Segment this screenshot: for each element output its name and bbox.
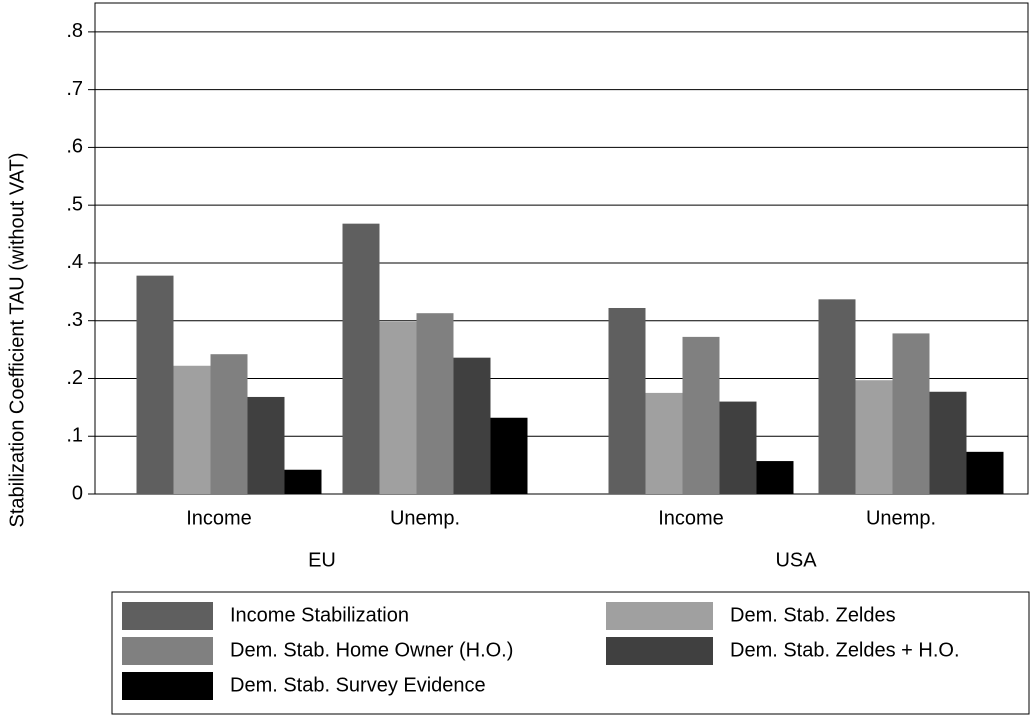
legend-frame: [111, 591, 1030, 715]
legend-swatch: [122, 602, 213, 630]
bar: [284, 469, 322, 494]
bar: [379, 321, 417, 494]
bar: [929, 391, 967, 494]
bar: [608, 307, 646, 494]
y-tick-label: .4: [66, 251, 83, 273]
bar: [645, 392, 683, 494]
plot-frame: [94, 2, 1029, 495]
bar: [453, 357, 491, 494]
legend-label: Income Stabilization: [230, 604, 409, 626]
bar: [416, 313, 454, 494]
bar: [892, 333, 930, 494]
legend-label: Dem. Stab. Survey Evidence: [230, 674, 486, 696]
bar: [818, 299, 856, 494]
bar: [136, 275, 174, 494]
bar: [966, 451, 1004, 494]
legend-swatch: [606, 637, 713, 665]
y-tick-label: .3: [66, 309, 83, 331]
bar: [173, 365, 211, 494]
bar: [756, 461, 794, 494]
y-tick-label: .1: [66, 425, 83, 447]
bar: [719, 401, 757, 494]
y-tick-label: .2: [66, 367, 83, 389]
bar: [682, 336, 720, 494]
group-label: EU: [308, 549, 336, 571]
legend-label: Dem. Stab. Zeldes: [730, 604, 896, 626]
x-tick-label: Income: [658, 507, 724, 529]
group-label: USA: [775, 549, 817, 571]
bar: [247, 396, 285, 494]
legend-swatch: [122, 637, 213, 665]
legend-label: Dem. Stab. Home Owner (H.O.): [230, 639, 513, 661]
x-tick-label: Unemp.: [390, 507, 460, 529]
y-tick-label: .5: [66, 193, 83, 215]
y-tick-label: .7: [66, 78, 83, 100]
bar: [855, 380, 893, 494]
x-tick-label: Income: [186, 507, 252, 529]
legend-swatch: [606, 602, 713, 630]
x-tick-label: Unemp.: [866, 507, 936, 529]
y-tick-label: .6: [66, 136, 83, 158]
y-tick-label: .8: [66, 20, 83, 42]
legend-label: Dem. Stab. Zeldes + H.O.: [730, 639, 960, 661]
bar: [490, 417, 528, 494]
legend-swatch: [122, 672, 213, 700]
y-tick-label: 0: [72, 482, 83, 504]
bar: [342, 223, 380, 494]
y-axis-label: Stabilization Coefficient TAU (without V…: [6, 153, 28, 528]
bar: [210, 354, 248, 494]
